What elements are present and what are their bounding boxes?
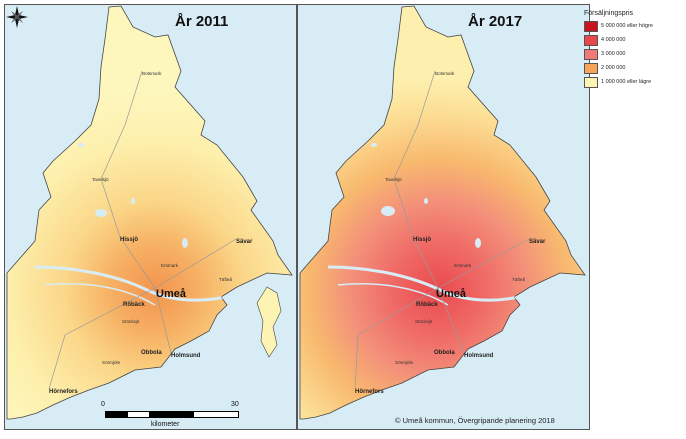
place-label: Röbäck <box>123 302 145 308</box>
scale-max-label: 30 <box>231 401 239 408</box>
legend-item: 3 000 000 <box>584 48 684 60</box>
legend-items: 5 000 000 eller högre 4 000 000 3 000 000 2… <box>584 20 684 88</box>
map-panel-2011: År 2011 Botsmark Tavelsjö Hissjö Sävar Ersma… <box>4 4 297 430</box>
legend-swatch <box>584 34 598 46</box>
scale-segment <box>105 411 129 418</box>
place-label: Sävar <box>236 239 253 245</box>
legend-title: Försäljningspris <box>584 10 634 17</box>
legend-item: 5 000 000 eller högre <box>584 20 684 32</box>
place-label: Hörnefors <box>355 389 384 395</box>
legend-item: 2 000 000 <box>584 62 684 74</box>
map-title-2017: År 2017 <box>468 13 523 30</box>
place-label: Umeå <box>436 288 466 300</box>
place-label: Holmsund <box>464 353 494 359</box>
scale-min-label: 0 <box>101 401 105 408</box>
place-label: Sävar <box>529 239 546 245</box>
scale-unit-label: kilometer <box>151 421 180 428</box>
place-label: Obbola <box>434 350 455 356</box>
roads-2011 <box>48 70 237 390</box>
municipality-map-2011 <box>6 5 293 420</box>
place-label: Ersmark <box>161 263 179 268</box>
place-label: Täfteå <box>512 277 526 282</box>
place-label: Hissjö <box>413 237 432 243</box>
map-panel-2017: År 2017 Botsmark Tavelsjö Hissjö Sävar Ersma… <box>297 4 590 430</box>
place-label: Hörnefors <box>49 389 78 395</box>
place-label: Stöcksjö <box>122 319 140 324</box>
scale-segment <box>193 411 239 418</box>
place-label: Umeå <box>156 288 186 300</box>
legend-swatch <box>584 62 598 74</box>
water-features-2011 <box>34 143 236 306</box>
scale-segment <box>149 411 195 418</box>
place-label: Botsmark <box>435 71 455 76</box>
municipality-map-2017 <box>299 5 586 420</box>
place-label: Ersmark <box>454 263 472 268</box>
place-label: Holmsund <box>171 353 201 359</box>
legend-swatch <box>584 76 598 88</box>
legend-label: 5 000 000 eller högre <box>601 23 653 29</box>
legend-item: 1 000 000 eller lägre <box>584 76 684 88</box>
map-title-2011: År 2011 <box>175 13 229 30</box>
scale-segment <box>127 411 151 418</box>
place-label: Sörmjöle <box>102 360 121 365</box>
compass-rose-icon <box>6 6 28 28</box>
place-label: Tavelsjö <box>92 177 109 182</box>
place-label: Obbola <box>141 350 162 356</box>
legend-item: 4 000 000 <box>584 34 684 46</box>
water-features-2017 <box>327 143 529 306</box>
coastal-islands-2011 <box>256 286 282 358</box>
place-label: Hissjö <box>120 237 139 243</box>
legend-label: 2 000 000 <box>601 65 626 71</box>
legend-swatch <box>584 20 598 32</box>
place-label: Botsmark <box>142 71 162 76</box>
place-label: Sörmjöle <box>395 360 414 365</box>
legend-label: 1 000 000 eller lägre <box>601 79 652 85</box>
scale-bar: 0 30 kilometer <box>101 401 239 429</box>
place-label: Tavelsjö <box>385 177 402 182</box>
copyright-notice: © Umeå kommun, Övergripande planering 20… <box>395 416 555 425</box>
roads-2017 <box>354 70 530 390</box>
land-area-2017 <box>299 5 586 420</box>
place-label: Täfteå <box>219 277 233 282</box>
legend-label: 3 000 000 <box>601 51 626 57</box>
place-label: Stöcksjö <box>415 319 433 324</box>
legend-label: 4 000 000 <box>601 37 626 43</box>
land-area-2011 <box>6 5 293 420</box>
legend-swatch <box>584 48 598 60</box>
place-label: Röbäck <box>416 302 438 308</box>
legend: Försäljningspris 5 000 000 eller högre 4 … <box>584 10 684 90</box>
